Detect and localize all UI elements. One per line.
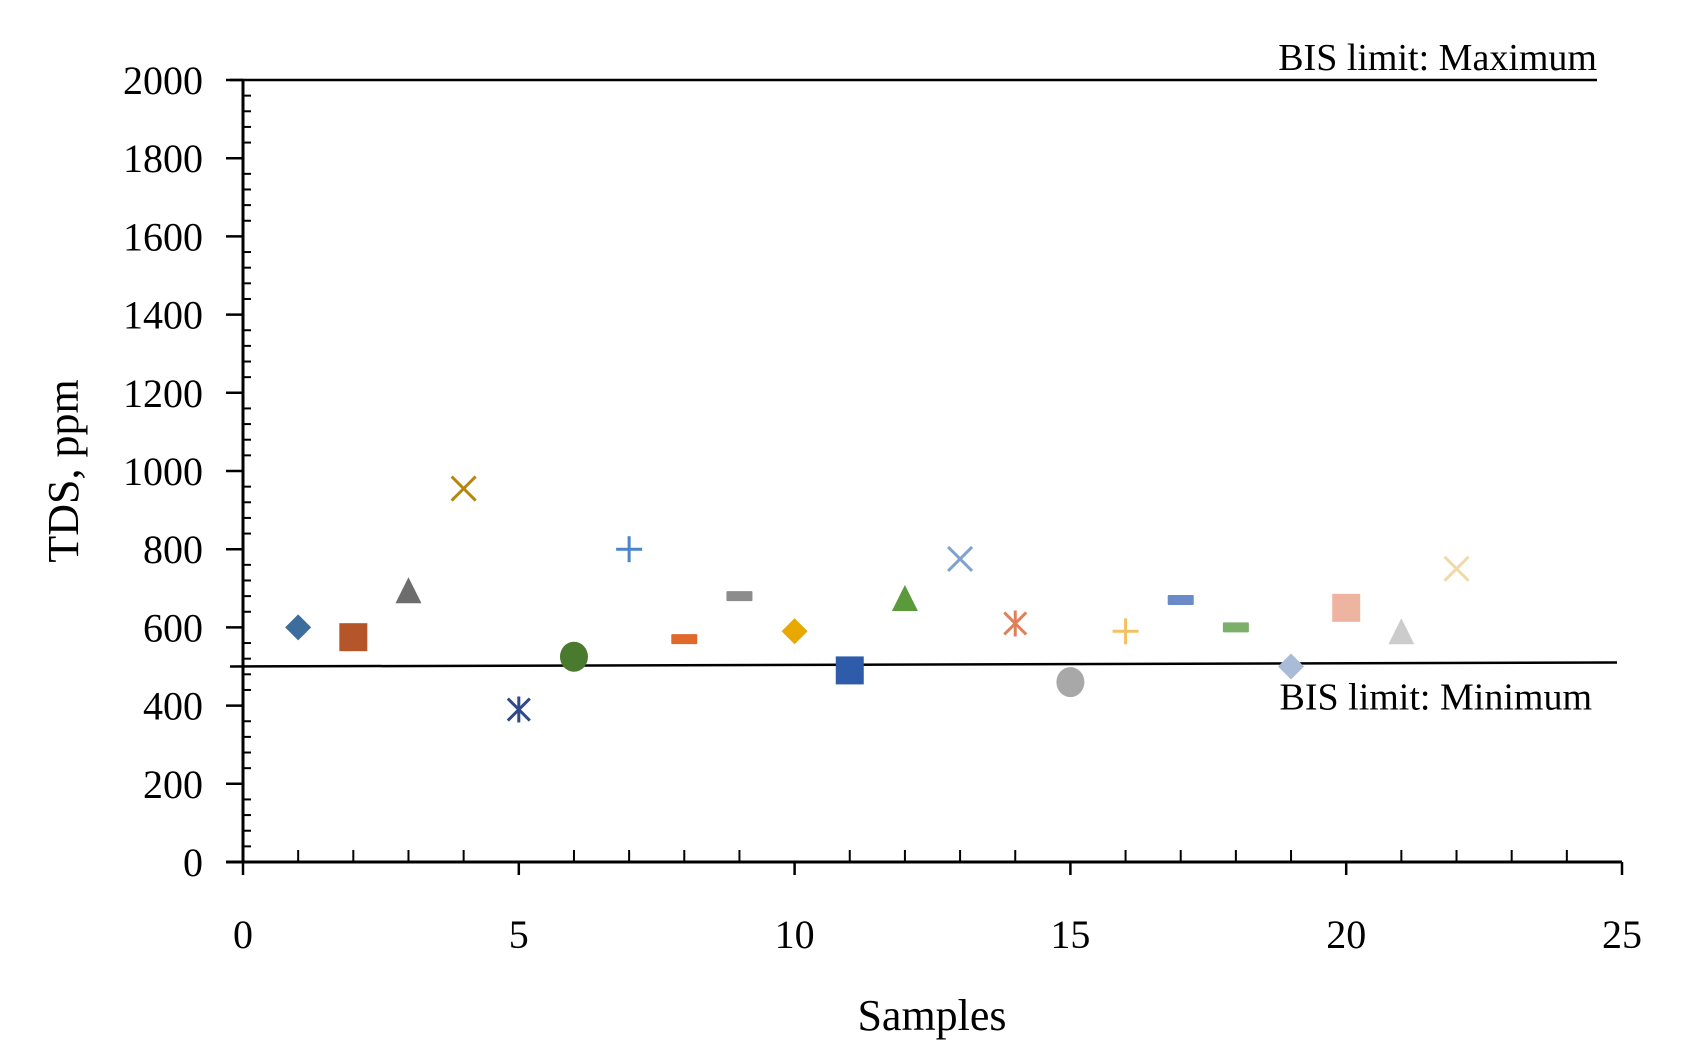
- x-tick-label: 0: [233, 912, 253, 957]
- axis-ticks: 0 200 400 600 800 1000 1200 1400 1600 1800 2000 0 5 1…: [123, 58, 1642, 957]
- x-tick-label: 20: [1326, 912, 1366, 957]
- data-point-triangle-sample-3: [395, 577, 422, 604]
- data-point-x-sample-4: [450, 475, 477, 502]
- data-points: [285, 475, 1470, 723]
- data-point-circle-sample-6: [559, 641, 588, 672]
- reference-lines: BIS limit: Maximum BIS limit: Minimum: [229, 37, 1618, 719]
- data-point-dash-sample-9: [726, 591, 753, 602]
- data-point-asterisk-sample-14: [1003, 610, 1028, 637]
- y-tick-label: 0: [183, 840, 203, 885]
- data-point-asterisk-sample-5: [506, 696, 531, 723]
- data-point-plus-sample-7: [616, 536, 643, 563]
- x-tick-label: 25: [1602, 912, 1642, 957]
- y-tick-label: 800: [143, 527, 203, 572]
- reference-line-minimum: [229, 661, 1618, 668]
- data-point-x-sample-13: [947, 545, 974, 573]
- data-point-diamond-sample-1: [285, 614, 312, 641]
- axes: [226, 80, 1622, 864]
- data-point-dash-sample-17: [1167, 595, 1194, 606]
- data-point-diamond-sample-19: [1278, 653, 1305, 680]
- data-point-x-sample-22: [1443, 555, 1470, 582]
- data-point-square-sample-20: [1332, 593, 1361, 622]
- y-tick-label: 1800: [123, 136, 203, 181]
- x-tick-label: 5: [509, 912, 529, 957]
- data-point-circle-sample-15: [1056, 667, 1085, 698]
- data-point-square-sample-2: [339, 623, 368, 652]
- reference-label-maximum: BIS limit: Maximum: [1278, 37, 1597, 79]
- data-point-dash-sample-8: [671, 634, 698, 645]
- data-point-triangle-sample-21: [1388, 618, 1415, 645]
- y-axis-title: TDS, ppm: [39, 379, 88, 562]
- reference-label-minimum: BIS limit: Minimum: [1280, 677, 1593, 719]
- y-tick-label: 1600: [123, 214, 203, 259]
- data-point-dash-sample-18: [1222, 622, 1249, 633]
- x-axis-title: Samples: [857, 991, 1006, 1040]
- y-tick-label: 600: [143, 605, 203, 650]
- y-tick-label: 2000: [123, 58, 203, 103]
- y-tick-label: 1400: [123, 293, 203, 338]
- x-tick-label: 15: [1050, 912, 1090, 957]
- data-point-plus-sample-16: [1112, 618, 1139, 645]
- y-tick-label: 1200: [123, 371, 203, 416]
- x-tick-label: 10: [775, 912, 815, 957]
- y-tick-label: 1000: [123, 449, 203, 494]
- data-point-triangle-sample-12: [891, 585, 918, 612]
- y-tick-label: 200: [143, 762, 203, 807]
- data-point-diamond-sample-10: [781, 618, 808, 645]
- y-tick-label: 400: [143, 684, 203, 729]
- data-point-square-sample-11: [835, 656, 864, 685]
